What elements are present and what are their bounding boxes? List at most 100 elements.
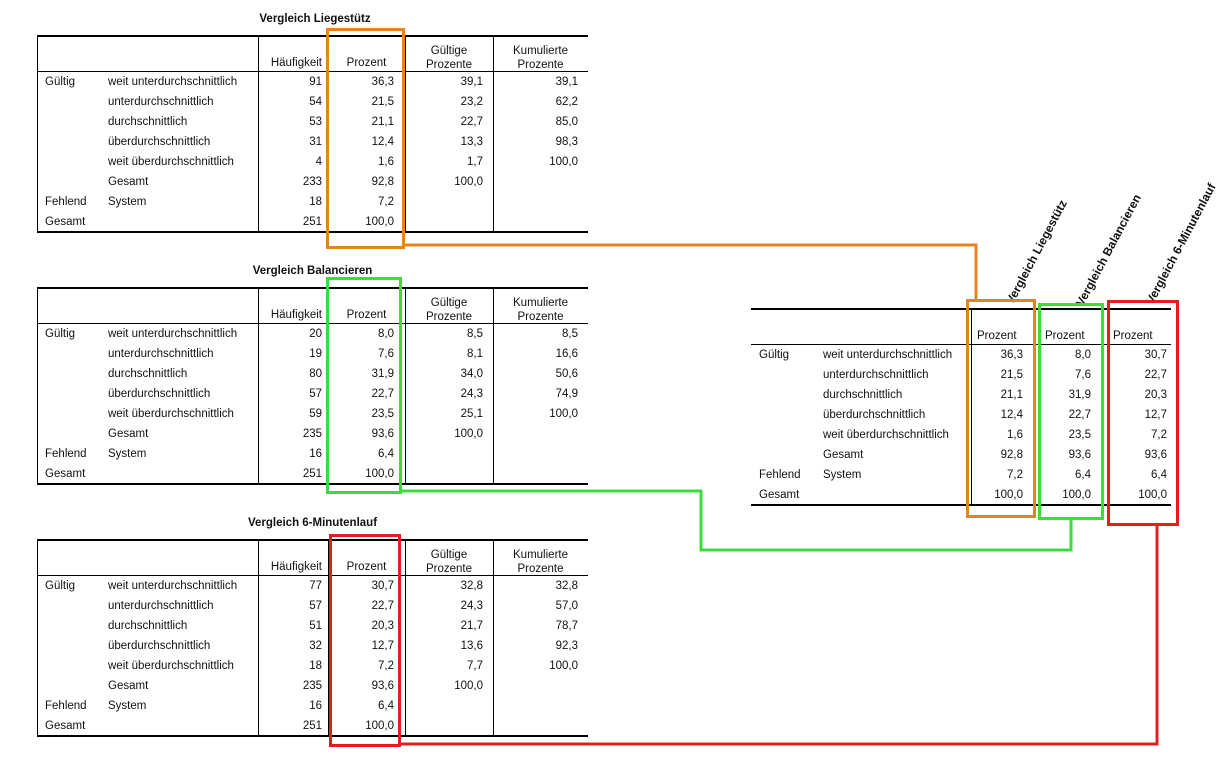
row-category-label: überdurchschnittlich (108, 388, 211, 400)
cell-gueltige-prozente: 23,2 (460, 96, 483, 108)
cell-haeufigkeit: 32 (309, 640, 322, 652)
header-gueltige: Prozente (425, 311, 473, 323)
cell-kumulierte-prozente: 100,0 (549, 408, 578, 420)
cell-prozent: 6,4 (378, 700, 394, 712)
summary-header-prozent: Prozent (977, 330, 1017, 342)
row-group-label: Gesamt (45, 216, 86, 228)
cell-haeufigkeit: 54 (309, 96, 322, 108)
row-category-label: weit unterdurchschnittlich (823, 349, 953, 361)
cell-minutenlauf-prozent: 93,6 (1144, 449, 1167, 461)
row-category-label: Gesamt (108, 680, 149, 692)
row-category-label: unterdurchschnittlich (108, 348, 214, 360)
cell-gueltige-prozente: 100,0 (454, 680, 483, 692)
cell-prozent: 100,0 (365, 216, 394, 228)
summary-percent-table: Prozent Prozent Prozent Gültig weit unterdur… (751, 308, 1171, 506)
row-category-label: System (108, 196, 147, 208)
cell-kumulierte-prozente: 100,0 (549, 156, 578, 168)
cell-gueltige-prozente: 21,7 (460, 620, 483, 632)
row-category-label: System (823, 469, 862, 481)
row-category-label: überdurchschnittlich (108, 640, 211, 652)
header-kumulierte: Prozente (517, 563, 564, 575)
cell-liegestuetz-prozent: 36,3 (1000, 349, 1023, 361)
cell-haeufigkeit: 19 (309, 348, 322, 360)
cell-kumulierte-prozente: 57,0 (555, 600, 578, 612)
row-group-label: Gesamt (45, 468, 86, 480)
cell-gueltige-prozente: 100,0 (454, 428, 483, 440)
row-category-label: durchschnittlich (108, 368, 188, 380)
row-category-label: Gesamt (108, 176, 149, 188)
cell-prozent: 7,6 (378, 348, 394, 360)
column-divider (258, 541, 259, 735)
cell-prozent: 93,6 (371, 680, 394, 692)
row-group-label: Fehlend (759, 469, 801, 481)
cell-balancieren-prozent: 100,0 (1062, 489, 1091, 501)
column-divider (493, 289, 494, 483)
cell-haeufigkeit: 51 (309, 620, 322, 632)
column-divider (405, 37, 406, 231)
cell-kumulierte-prozente: 100,0 (549, 660, 578, 672)
row-category-label: Gesamt (108, 428, 149, 440)
cell-balancieren-prozent: 31,9 (1068, 389, 1091, 401)
summary-header-prozent: Prozent (1113, 330, 1153, 342)
cell-gueltige-prozente: 24,3 (460, 388, 483, 400)
cell-minutenlauf-prozent: 100,0 (1138, 489, 1167, 501)
cell-liegestuetz-prozent: 1,6 (1007, 429, 1023, 441)
column-divider (493, 541, 494, 735)
cell-gueltige-prozente: 8,5 (467, 328, 483, 340)
table-title-balancieren: Vergleich Balancieren (252, 265, 373, 277)
cell-prozent: 92,8 (371, 176, 394, 188)
cell-haeufigkeit: 20 (309, 328, 322, 340)
row-category-label: Gesamt (823, 449, 864, 461)
cell-minutenlauf-prozent: 6,4 (1151, 469, 1167, 481)
row-category-label: unterdurchschnittlich (108, 600, 214, 612)
cell-kumulierte-prozente: 98,3 (555, 136, 578, 148)
cell-minutenlauf-prozent: 7,2 (1151, 429, 1167, 441)
cell-kumulierte-prozente: 16,6 (555, 348, 578, 360)
highlight-box-summary-liegestuetz (966, 299, 1036, 518)
cell-gueltige-prozente: 7,7 (467, 660, 483, 672)
row-category-label: durchschnittlich (108, 116, 188, 128)
column-divider (405, 289, 406, 483)
cell-balancieren-prozent: 6,4 (1075, 469, 1091, 481)
cell-prozent: 22,7 (371, 600, 394, 612)
cell-haeufigkeit: 251 (302, 720, 322, 732)
summary-header-prozent: Prozent (1045, 330, 1085, 342)
header-haeufigkeit: Häufigkeit (270, 561, 322, 573)
row-category-label: unterdurchschnittlich (823, 369, 929, 381)
cell-kumulierte-prozente: 92,3 (555, 640, 578, 652)
cell-prozent: 12,7 (371, 640, 394, 652)
header-gueltige: Gültige (430, 45, 468, 57)
row-category-label: weit überdurchschnittlich (823, 429, 949, 441)
cell-gueltige-prozente: 100,0 (454, 176, 483, 188)
row-category-label: durchschnittlich (823, 389, 903, 401)
cell-prozent: 12,4 (371, 136, 394, 148)
cell-prozent: 36,3 (371, 76, 394, 88)
highlight-box-minutenlauf-percent (329, 534, 401, 747)
cell-haeufigkeit: 16 (309, 448, 322, 460)
cell-balancieren-prozent: 7,6 (1075, 369, 1091, 381)
cell-gueltige-prozente: 22,7 (460, 116, 483, 128)
cell-prozent: 20,3 (371, 620, 394, 632)
cell-gueltige-prozente: 25,1 (460, 408, 483, 420)
cell-kumulierte-prozente: 85,0 (555, 116, 578, 128)
connector-minutenlauf (400, 525, 1159, 746)
row-category-label: überdurchschnittlich (108, 136, 211, 148)
header-divider (38, 71, 588, 72)
cell-liegestuetz-prozent: 21,1 (1000, 389, 1023, 401)
cell-prozent: 8,0 (378, 328, 394, 340)
header-gueltige: Gültige (430, 549, 468, 561)
cell-haeufigkeit: 53 (309, 116, 322, 128)
cell-haeufigkeit: 77 (309, 580, 322, 592)
header-prozent: Prozent (346, 57, 387, 69)
row-group-label: Fehlend (45, 448, 87, 460)
cell-haeufigkeit: 16 (309, 700, 322, 712)
row-category-label: weit unterdurchschnittlich (108, 76, 238, 88)
cell-gueltige-prozente: 13,3 (460, 136, 483, 148)
row-group-label: Gültig (45, 76, 76, 88)
row-group-label: Gesamt (759, 489, 800, 501)
cell-gueltige-prozente: 8,1 (467, 348, 483, 360)
cell-liegestuetz-prozent: 100,0 (994, 489, 1023, 501)
cell-prozent: 100,0 (365, 720, 394, 732)
cell-kumulierte-prozente: 32,8 (555, 580, 578, 592)
highlight-box-balancieren-percent (326, 277, 402, 494)
